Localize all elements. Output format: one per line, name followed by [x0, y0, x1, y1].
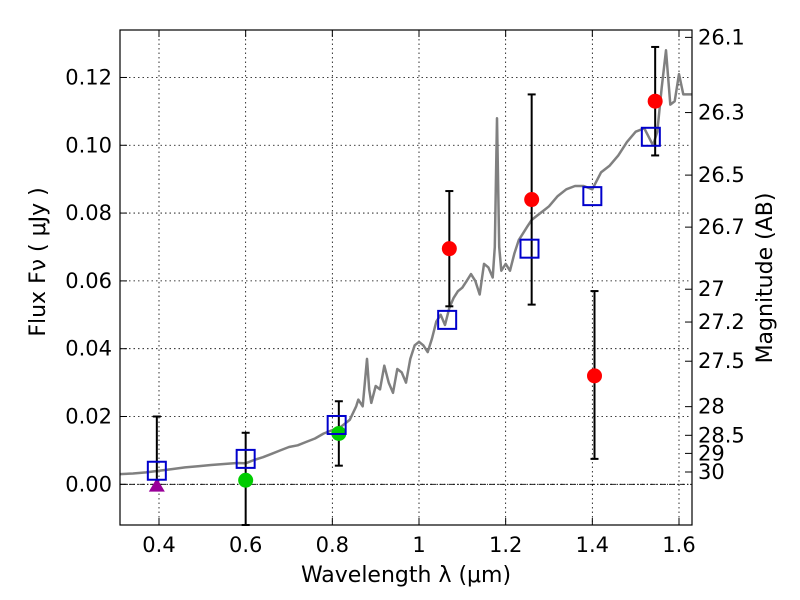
magnitude-tick-label: 26.1 [698, 25, 745, 49]
model-spectrum [120, 49, 692, 476]
model-spectrum-line [120, 49, 692, 476]
magnitude-tick-label: 30 [698, 460, 725, 484]
magnitude-tick-label: 26.5 [698, 163, 745, 187]
y-tick-label: 0.12 [65, 65, 112, 89]
y-tick-label: 0.06 [65, 269, 112, 293]
x-axis-label: Wavelength λ (μm) [301, 563, 511, 588]
model-flux-square [326, 414, 347, 435]
magnitude-tick-label: 26.7 [698, 215, 745, 239]
x-tick-label: 0.6 [229, 533, 262, 557]
y-tick-label: 0.04 [65, 337, 112, 361]
x-tick-label: 0.4 [142, 533, 175, 557]
model-flux-square [146, 460, 167, 481]
y-tick-label: 0.08 [65, 201, 112, 225]
y-tick-label: 0.00 [65, 472, 112, 496]
detection-point [647, 93, 663, 109]
grid-lines [120, 30, 692, 525]
y-axis-label: Flux Fν ( μJy ) [26, 187, 51, 336]
x-tick-label: 1 [412, 533, 425, 557]
magnitude-tick-label: 27.5 [698, 349, 745, 373]
optical-flux-point [238, 472, 254, 488]
model-flux-square [235, 448, 256, 469]
x-axis-ticks: 0.4 0.6 0.8 1 1.2 1.4 1.6 [142, 30, 696, 557]
magnitude-tick-label: 27 [698, 277, 725, 301]
x-tick-label: 0.8 [316, 533, 349, 557]
magnitude-tick-label: 27.2 [698, 310, 745, 334]
y-axis-ticks: 0.00 0.02 0.04 0.06 0.08 0.10 0.12 [65, 65, 127, 496]
model-flux-square [582, 186, 603, 207]
x-tick-label: 1.4 [576, 533, 609, 557]
x-tick-label: 1.6 [662, 533, 695, 557]
detection-point [441, 241, 457, 257]
model-flux-square [519, 238, 540, 259]
y-tick-label: 0.10 [65, 133, 112, 157]
detection-point [587, 368, 602, 384]
plot-frame [119, 29, 693, 526]
model-flux-square [640, 126, 661, 147]
y-tick-label: 0.02 [65, 405, 112, 429]
magnitude-tick-label: 28 [698, 395, 725, 419]
detection-point [524, 192, 540, 208]
magnitude-axis-label: Magnitude (AB) [753, 193, 778, 364]
magnitude-tick-label: 28.5 [698, 423, 745, 447]
upper-limit-triangle [148, 478, 165, 492]
data-markers [146, 93, 663, 492]
x-tick-label: 1.2 [489, 533, 522, 557]
magnitude-tick-label: 29 [698, 441, 725, 465]
model-flux-square [437, 309, 458, 330]
magnitude-tick-label: 26.3 [698, 101, 745, 125]
plot-background [120, 30, 692, 525]
